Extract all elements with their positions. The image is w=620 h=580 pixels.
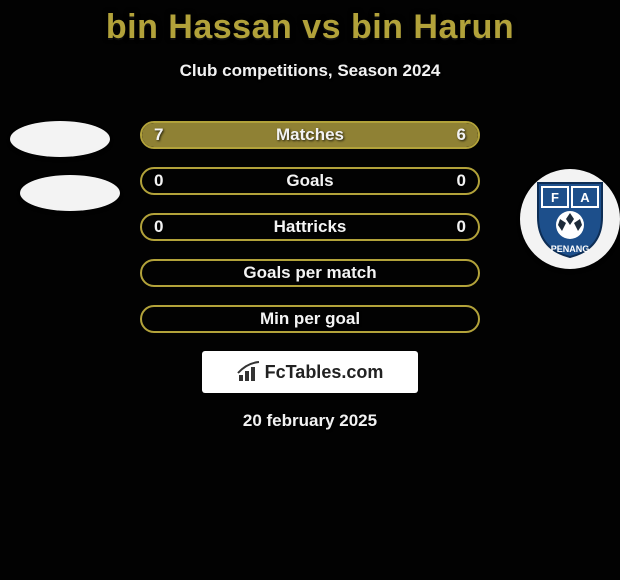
stat-label: Min per goal [142, 307, 478, 331]
bar-chart-icon [237, 361, 261, 383]
branding-text: FcTables.com [265, 362, 384, 383]
shield-icon: F A PENANG [528, 177, 612, 261]
stat-row-goals-per-match: Goals per match [140, 259, 480, 287]
page-subtitle: Club competitions, Season 2024 [0, 61, 620, 81]
player-right-club-badge: F A PENANG [520, 169, 620, 269]
stat-row-matches: 76Matches [140, 121, 480, 149]
date-text: 20 february 2025 [0, 411, 620, 431]
comparison-chart: F A PENANG 76Matches 00Goals 00Hattricks Go… [0, 121, 620, 333]
stat-row-goals: 00Goals [140, 167, 480, 195]
player-left-badge-2 [20, 175, 120, 211]
stat-label: Matches [142, 123, 478, 147]
stat-row-hattricks: 00Hattricks [140, 213, 480, 241]
stat-row-min-per-goal: Min per goal [140, 305, 480, 333]
stat-label: Hattricks [142, 215, 478, 239]
svg-text:F: F [551, 190, 559, 205]
player-left-badge-1 [10, 121, 110, 157]
stat-label: Goals per match [142, 261, 478, 285]
branding-box[interactable]: FcTables.com [202, 351, 418, 393]
stat-label: Goals [142, 169, 478, 193]
svg-text:A: A [580, 190, 590, 205]
page-title: bin Hassan vs bin Harun [0, 8, 620, 47]
svg-text:PENANG: PENANG [551, 244, 590, 254]
